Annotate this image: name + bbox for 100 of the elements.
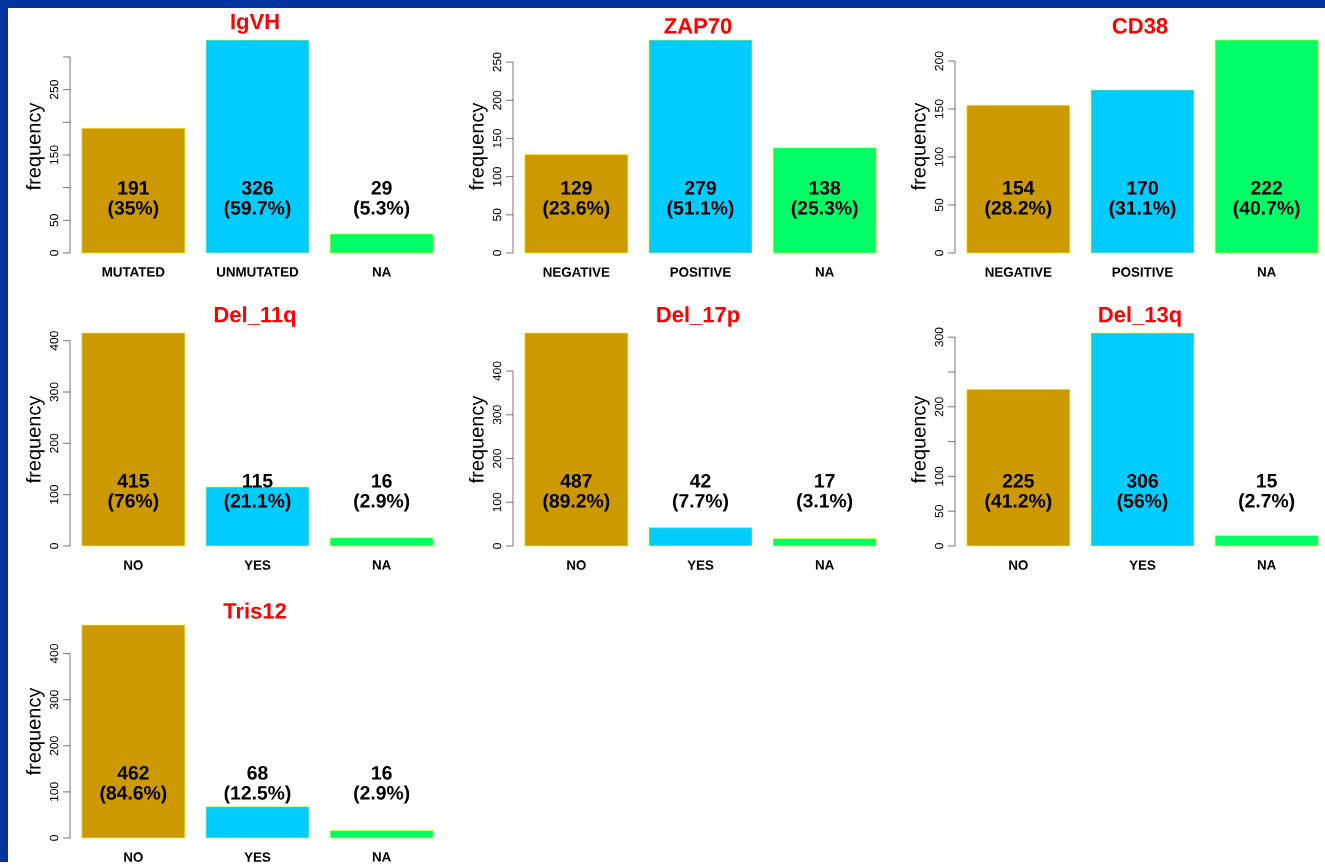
y-axis-title: frequency xyxy=(911,395,930,483)
x-tick-label: NA xyxy=(1257,267,1276,277)
data-label: 129 (23.6%) xyxy=(543,180,610,219)
bar xyxy=(205,806,310,839)
y-tick-label: 150 xyxy=(934,99,944,119)
data-label: 462 (84.6%) xyxy=(100,765,167,804)
chart-title: ZAP70 xyxy=(664,18,732,34)
bar xyxy=(329,233,434,254)
x-tick-label: YES xyxy=(244,560,271,570)
bar xyxy=(1090,332,1195,547)
x-tick-label: NA xyxy=(372,852,391,862)
data-label: 154 (28.2%) xyxy=(985,180,1052,219)
data-label: 487 (89.2%) xyxy=(543,473,610,512)
bar xyxy=(81,127,186,254)
y-tick-label: 100 xyxy=(49,782,59,801)
x-tick-label: MUTATED xyxy=(102,267,165,277)
x-tick-label: NA xyxy=(372,560,391,570)
bar xyxy=(524,154,629,254)
bar xyxy=(648,39,753,254)
data-label: 138 (25.3%) xyxy=(791,180,858,219)
y-tick-label: 150 xyxy=(49,145,59,164)
y-tick-label: 200 xyxy=(49,736,59,756)
data-label: 115 (21.1%) xyxy=(224,473,291,512)
bar xyxy=(81,332,186,547)
x-tick-label: YES xyxy=(1129,560,1156,570)
y-tick-label: 0 xyxy=(492,542,502,549)
y-tick-label: 0 xyxy=(49,834,59,841)
y-tick-label: 50 xyxy=(49,213,59,227)
y-tick-label: 50 xyxy=(934,198,944,212)
bar xyxy=(772,538,877,547)
data-label: 326 (59.7%) xyxy=(224,180,291,219)
bar xyxy=(1214,535,1319,547)
bar xyxy=(81,624,186,839)
data-label: 15 (2.7%) xyxy=(1239,473,1295,512)
y-tick-label: 200 xyxy=(492,90,502,110)
y-tick-label: 50 xyxy=(492,208,502,221)
x-tick-label: NO xyxy=(124,852,143,862)
y-tick-label: 100 xyxy=(492,492,502,512)
x-tick-label: POSITIVE xyxy=(1112,267,1173,277)
data-label: 279 (51.1%) xyxy=(667,180,734,219)
y-tick-label: 100 xyxy=(492,166,502,186)
x-tick-label: NEGATIVE xyxy=(543,267,610,277)
y-tick-label: 200 xyxy=(934,397,944,417)
data-label: 225 (41.2%) xyxy=(985,473,1052,512)
x-tick-label: NA xyxy=(372,267,391,277)
y-tick-label: 400 xyxy=(49,643,59,664)
chart-title: CD38 xyxy=(1112,17,1168,34)
bar xyxy=(966,388,1071,547)
x-tick-label: UNMUTATED xyxy=(217,267,299,277)
bar xyxy=(772,147,877,254)
bar xyxy=(966,104,1071,254)
y-tick-label: 150 xyxy=(492,128,502,148)
bar xyxy=(648,527,753,547)
x-tick-label: NEGATIVE xyxy=(985,267,1052,277)
x-tick-label: NO xyxy=(567,560,586,570)
bar xyxy=(524,332,629,547)
x-tick-label: NO xyxy=(1009,560,1028,570)
chart-title: Del_17p xyxy=(657,306,740,327)
data-label: 191 (35%) xyxy=(108,180,159,219)
y-tick-label: 300 xyxy=(49,382,59,402)
y-tick-label: 0 xyxy=(934,249,944,256)
y-axis-title: frequency xyxy=(469,395,488,483)
data-label: 306 (56%) xyxy=(1117,473,1168,512)
y-tick-label: 400 xyxy=(492,361,502,381)
y-axis-title: frequency xyxy=(26,395,45,483)
y-tick-label: 200 xyxy=(934,51,944,71)
bar xyxy=(329,537,434,547)
chart-title: Tris12 xyxy=(223,602,286,619)
x-tick-label: NA xyxy=(815,560,834,570)
y-axis-title: frequency xyxy=(911,102,930,190)
y-axis-title: frequency xyxy=(26,102,45,190)
y-tick-label: 250 xyxy=(492,52,502,72)
data-label: 29 (5.3%) xyxy=(354,180,410,219)
x-tick-label: NA xyxy=(815,267,834,277)
bar xyxy=(205,486,310,547)
y-tick-label: 100 xyxy=(934,147,944,167)
y-tick-label: 400 xyxy=(49,331,59,351)
x-tick-label: YES xyxy=(244,852,271,862)
bar xyxy=(329,830,434,839)
x-tick-label: NA xyxy=(1257,560,1276,570)
data-label: 415 (76%) xyxy=(108,473,159,512)
data-label: 16 (2.9%) xyxy=(354,473,410,512)
y-tick-label: 100 xyxy=(934,466,944,486)
y-tick-label: 300 xyxy=(492,405,502,425)
chart-title: Del_13q xyxy=(1099,306,1181,327)
y-tick-label: 0 xyxy=(49,542,59,549)
y-tick-label: 0 xyxy=(934,542,944,549)
x-tick-label: NO xyxy=(124,560,143,570)
y-tick-label: 200 xyxy=(492,448,502,468)
data-label: 16 (2.9%) xyxy=(354,765,410,804)
chart-title: IgVH xyxy=(231,13,279,34)
chart-title: Del_11q xyxy=(214,306,296,327)
y-tick-label: 0 xyxy=(49,249,59,256)
y-tick-label: 200 xyxy=(49,433,59,453)
data-label: 42 (7.7%) xyxy=(672,473,728,512)
y-tick-label: 300 xyxy=(49,690,59,710)
y-axis-title: frequency xyxy=(469,102,488,190)
data-label: 222 (40.7%) xyxy=(1233,180,1300,219)
y-tick-label: 300 xyxy=(934,327,944,347)
data-label: 17 (3.1%) xyxy=(797,473,853,512)
